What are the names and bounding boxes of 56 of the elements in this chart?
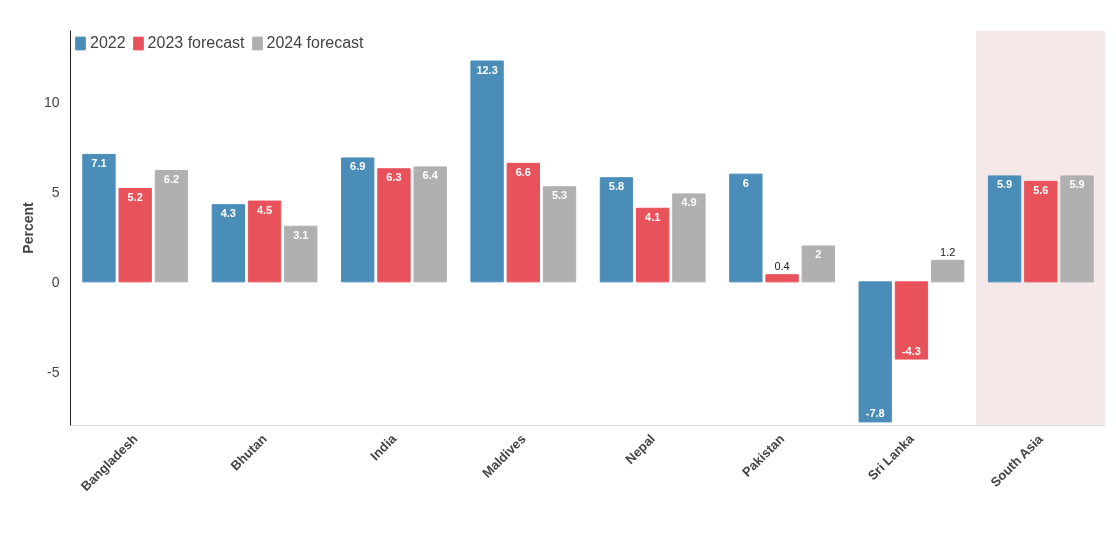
- legend-label: 2024 forecast: [266, 34, 364, 52]
- bar: [470, 60, 504, 283]
- data-label: 5.2: [127, 190, 143, 203]
- bar: [801, 245, 835, 283]
- data-label: 2: [815, 248, 822, 261]
- data-label: 12.3: [476, 63, 498, 76]
- bar: [506, 162, 540, 283]
- data-label: 4.9: [681, 196, 697, 209]
- data-label: 5.9: [996, 178, 1013, 191]
- data-label: 1.2: [940, 245, 956, 258]
- y-tick-label: 0: [51, 273, 60, 290]
- data-label: 5.8: [608, 180, 625, 193]
- bar: [672, 193, 706, 283]
- bar: [894, 281, 929, 360]
- bar: [1024, 180, 1058, 283]
- bar: [987, 175, 1022, 283]
- data-label: 6.4: [422, 169, 439, 182]
- data-label: 3.1: [293, 228, 309, 241]
- data-label: 5.6: [1033, 183, 1049, 196]
- bar: [636, 207, 670, 283]
- bar: [284, 225, 318, 283]
- data-label: 5.9: [1069, 178, 1085, 191]
- bar: [542, 186, 577, 283]
- data-label: 6.2: [163, 173, 180, 186]
- legend-label: 2022: [90, 34, 126, 52]
- bar: [211, 204, 246, 283]
- data-label: 7.1: [91, 156, 107, 169]
- bar: [1060, 175, 1094, 283]
- bar: [413, 166, 447, 283]
- data-label: 6: [742, 176, 749, 189]
- bar: [341, 157, 375, 283]
- data-label: 4.5: [256, 203, 273, 216]
- bar: [82, 153, 116, 283]
- data-label: 4.1: [645, 210, 661, 223]
- y-tick-label: 10: [43, 94, 60, 111]
- y-tick-label: -5: [47, 363, 60, 380]
- bar: [858, 281, 892, 423]
- legend-label: 2023 forecast: [147, 34, 245, 52]
- data-label: 6.6: [515, 165, 531, 178]
- bar: [247, 200, 282, 283]
- bar: [118, 188, 152, 283]
- data-label: 6.9: [350, 160, 366, 173]
- bar: [729, 173, 763, 283]
- bar: [154, 170, 189, 283]
- bar: [377, 168, 411, 283]
- y-axis-title: Percent: [19, 201, 36, 254]
- bar: [765, 274, 799, 283]
- data-label: -4.3: [901, 344, 921, 357]
- data-label: 6.3: [386, 171, 402, 184]
- bar: [599, 177, 634, 283]
- bar: [930, 259, 965, 283]
- y-tick-label: 5: [51, 184, 60, 201]
- data-label: 0.4: [774, 260, 790, 273]
- data-label: -7.8: [865, 407, 885, 420]
- data-label: 4.3: [220, 207, 236, 220]
- data-label: 5.3: [551, 189, 568, 202]
